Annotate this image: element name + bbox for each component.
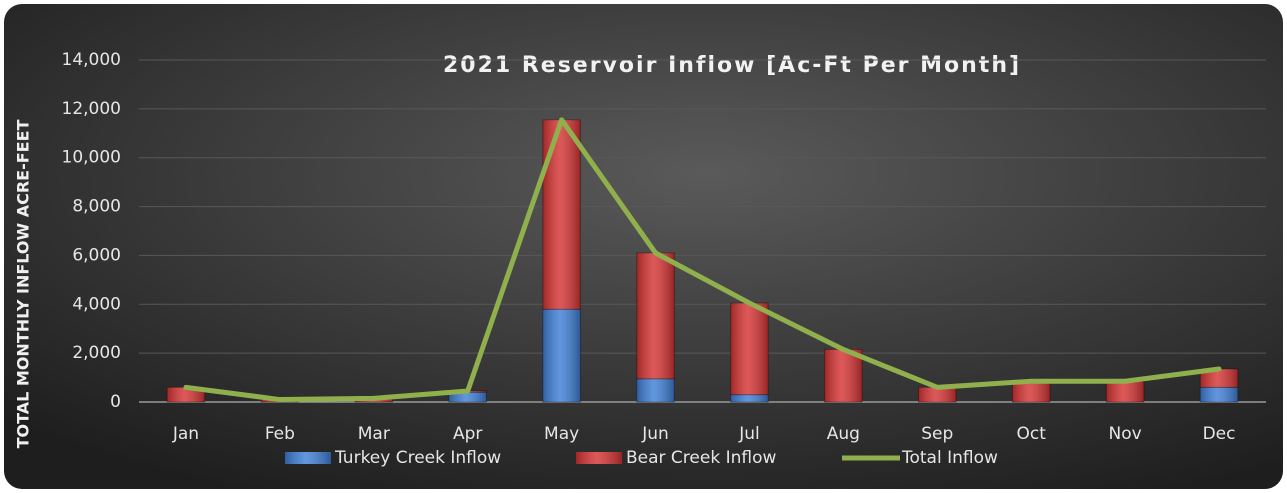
x-tick-label: May [544, 424, 579, 444]
legend-swatch-shine [576, 452, 622, 464]
bar-shine [918, 387, 957, 402]
x-tick-label: Aug [827, 424, 860, 444]
line [183, 117, 1222, 403]
bar-shine [824, 349, 863, 402]
x-tick-label: Apr [453, 424, 482, 444]
x-tick-label: Mar [358, 424, 390, 444]
y-tick-label: 0 [110, 392, 121, 412]
x-tick-label: Jul [738, 424, 760, 444]
x-tick-label: Dec [1203, 424, 1236, 444]
bar-shine [542, 119, 581, 310]
y-tick-label: 4,000 [72, 294, 121, 314]
bar-shine [1106, 381, 1144, 402]
legend-label: Total Inflow [901, 448, 998, 468]
x-tick-label: Jan [172, 424, 199, 444]
bar-shine [1200, 387, 1238, 402]
legend-label: Bear Creek Inflow [626, 448, 776, 468]
x-tick-label: Nov [1109, 424, 1142, 444]
y-tick-label: 12,000 [62, 99, 121, 119]
x-tick-label: Oct [1017, 424, 1047, 444]
bar-shine [448, 392, 487, 402]
y-tick-label: 6,000 [72, 245, 121, 265]
y-tick-label: 8,000 [72, 197, 121, 217]
bar-shine [730, 303, 769, 395]
bar-shine [636, 378, 675, 402]
y-tick-label: 2,000 [72, 343, 121, 363]
x-tick-label: Sep [921, 424, 953, 444]
legend-label: Turkey Creek Inflow [334, 448, 501, 468]
bar-shine [636, 252, 675, 379]
bar-shine [1200, 369, 1238, 388]
chart-background [4, 4, 1283, 489]
chart-title: 2021 Reservoir Inflow [Ac-Ft Per Month] [443, 53, 1021, 78]
legend-swatch-shine [285, 452, 331, 464]
y-tick-label: 10,000 [62, 148, 121, 168]
bar-shine [730, 394, 769, 402]
x-tick-label: Feb [265, 424, 295, 444]
bar-shine [542, 309, 581, 402]
y-tick-label: 14,000 [62, 50, 121, 70]
y-axis-label: TOTAL MONTHLY INFLOW ACRE-FEET [14, 119, 33, 448]
x-tick-label: Jun [641, 424, 669, 444]
bar-shine [1012, 381, 1050, 402]
